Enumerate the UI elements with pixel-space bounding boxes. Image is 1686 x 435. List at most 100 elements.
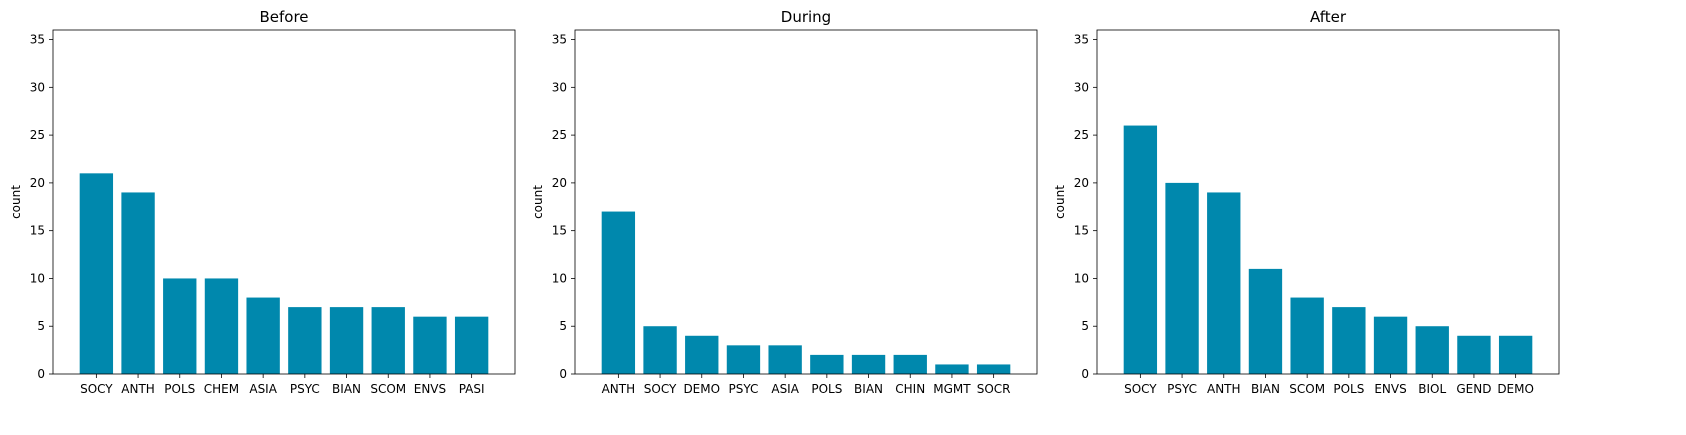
- bar-anth: [601, 211, 636, 374]
- bar-envs: [413, 316, 447, 374]
- bar-anth: [121, 192, 155, 374]
- y-axis-label: count: [1053, 185, 1067, 219]
- y-tick-label: 5: [37, 319, 45, 333]
- y-axis-label: count: [9, 185, 23, 219]
- y-ticks: 0 5 10 15 20 25 30 35: [1074, 33, 1097, 381]
- y-tick-label: 20: [30, 176, 45, 190]
- bar-bian: [329, 307, 364, 374]
- bar-socy: [79, 173, 114, 374]
- y-tick-label: 25: [1074, 128, 1089, 142]
- x-tick-label-chin: CHIN: [895, 382, 925, 396]
- x-tick-label-psyc: PSYC: [729, 382, 759, 396]
- chart-after: After count 0 5 10 15 20 25 30 35 SOCY PSYC ANTH B…: [1053, 8, 1560, 396]
- bars: [601, 211, 1011, 374]
- y-tick-label: 25: [552, 128, 567, 142]
- y-tick-label: 30: [552, 80, 567, 94]
- bar-mgmt: [935, 364, 969, 374]
- chart-title: Before: [259, 8, 308, 26]
- x-tick-label-bian: BIAN: [854, 382, 883, 396]
- bar-bian: [851, 354, 886, 374]
- x-tick-label-bian: BIAN: [332, 382, 361, 396]
- bar-psyc: [288, 307, 322, 374]
- x-tick-label-anth: ANTH: [1207, 382, 1241, 396]
- plot-frame: [52, 29, 516, 375]
- x-tick-label-socy: SOCY: [80, 382, 113, 396]
- x-tick-label-pols: POLS: [1333, 382, 1364, 396]
- x-tick-label-asia: ASIA: [771, 382, 799, 396]
- bar-biol: [1415, 326, 1449, 374]
- y-tick-label: 20: [552, 176, 567, 190]
- y-tick-label: 0: [37, 367, 45, 381]
- bar-pols: [163, 278, 197, 374]
- y-ticks: 0 5 10 15 20 25 30 35: [552, 33, 575, 381]
- y-tick-label: 0: [559, 367, 567, 381]
- y-tick-label: 30: [30, 80, 45, 94]
- bar-chin: [893, 354, 927, 374]
- x-tick-label-pols: POLS: [811, 382, 842, 396]
- y-axis-label: count: [531, 185, 545, 219]
- chart-title: During: [781, 8, 831, 26]
- y-tick-label: 5: [1081, 319, 1089, 333]
- plot-frame: [1096, 29, 1560, 375]
- x-tick-label-anth: ANTH: [121, 382, 155, 396]
- chart-before: Before count 0 5 10 15 20 25 30 35 SOCY ANTH POLS…: [9, 8, 516, 396]
- x-ticks: ANTH SOCY DEMO PSYC ASIA POLS BIAN CHIN MGMT SOCR: [602, 374, 1011, 396]
- x-tick-label-demo: DEMO: [1497, 382, 1534, 396]
- x-tick-label-anth: ANTH: [602, 382, 636, 396]
- bar-asia: [768, 345, 802, 374]
- x-tick-label-pols: POLS: [164, 382, 195, 396]
- bar-pasi: [454, 316, 489, 374]
- x-tick-label-scom: SCOM: [370, 382, 406, 396]
- x-tick-label-mgmt: MGMT: [933, 382, 971, 396]
- bar-gend: [1457, 335, 1491, 374]
- x-tick-label-demo: DEMO: [683, 382, 720, 396]
- y-tick-label: 15: [30, 224, 45, 238]
- y-tick-label: 35: [30, 33, 45, 47]
- bar-scom: [371, 307, 405, 374]
- y-ticks: 0 5 10 15 20 25 30 35: [30, 33, 53, 381]
- bar-scom: [1290, 297, 1324, 374]
- x-tick-label-envs: ENVS: [1374, 382, 1406, 396]
- bar-socr: [976, 364, 1011, 374]
- chart-title: After: [1310, 8, 1347, 26]
- x-tick-label-pasi: PASI: [459, 382, 485, 396]
- x-tick-label-gend: GEND: [1456, 382, 1491, 396]
- y-tick-label: 15: [1074, 224, 1089, 238]
- y-tick-label: 10: [1074, 271, 1089, 285]
- chart-during: During count 0 5 10 15 20 25 30 35 ANTH SOCY DEMO…: [531, 8, 1038, 396]
- x-tick-label-bian: BIAN: [1251, 382, 1280, 396]
- x-tick-label-socy: SOCY: [644, 382, 677, 396]
- y-tick-label: 25: [30, 128, 45, 142]
- y-tick-label: 0: [1081, 367, 1089, 381]
- bar-asia: [246, 297, 280, 374]
- y-tick-label: 30: [1074, 80, 1089, 94]
- bar-psyc: [726, 345, 761, 374]
- y-tick-label: 15: [552, 224, 567, 238]
- bar-chem: [204, 278, 239, 374]
- y-tick-label: 35: [552, 33, 567, 47]
- bar-demo: [1498, 335, 1533, 374]
- bars: [79, 173, 489, 374]
- y-tick-label: 35: [1074, 33, 1089, 47]
- bars: [1123, 125, 1533, 374]
- bar-bian: [1248, 268, 1283, 374]
- x-tick-label-scom: SCOM: [1289, 382, 1325, 396]
- x-ticks: SOCY PSYC ANTH BIAN SCOM POLS ENVS BIOL GEND DEMO: [1124, 374, 1534, 396]
- y-tick-label: 20: [1074, 176, 1089, 190]
- y-tick-label: 10: [30, 271, 45, 285]
- bar-socy: [643, 326, 677, 374]
- x-tick-label-asia: ASIA: [249, 382, 277, 396]
- y-tick-label: 10: [552, 271, 567, 285]
- x-tick-label-psyc: PSYC: [1167, 382, 1197, 396]
- bar-envs: [1373, 316, 1408, 374]
- x-tick-label-socr: SOCR: [977, 382, 1011, 396]
- y-tick-label: 5: [559, 319, 567, 333]
- bar-pols: [810, 354, 844, 374]
- bar-anth: [1207, 192, 1241, 374]
- bar-socy: [1123, 125, 1158, 374]
- x-ticks: SOCY ANTH POLS CHEM ASIA PSYC BIAN SCOM ENVS PASI: [80, 374, 485, 396]
- bar-psyc: [1165, 182, 1199, 374]
- x-tick-label-biol: BIOL: [1418, 382, 1446, 396]
- x-tick-label-socy: SOCY: [1124, 382, 1157, 396]
